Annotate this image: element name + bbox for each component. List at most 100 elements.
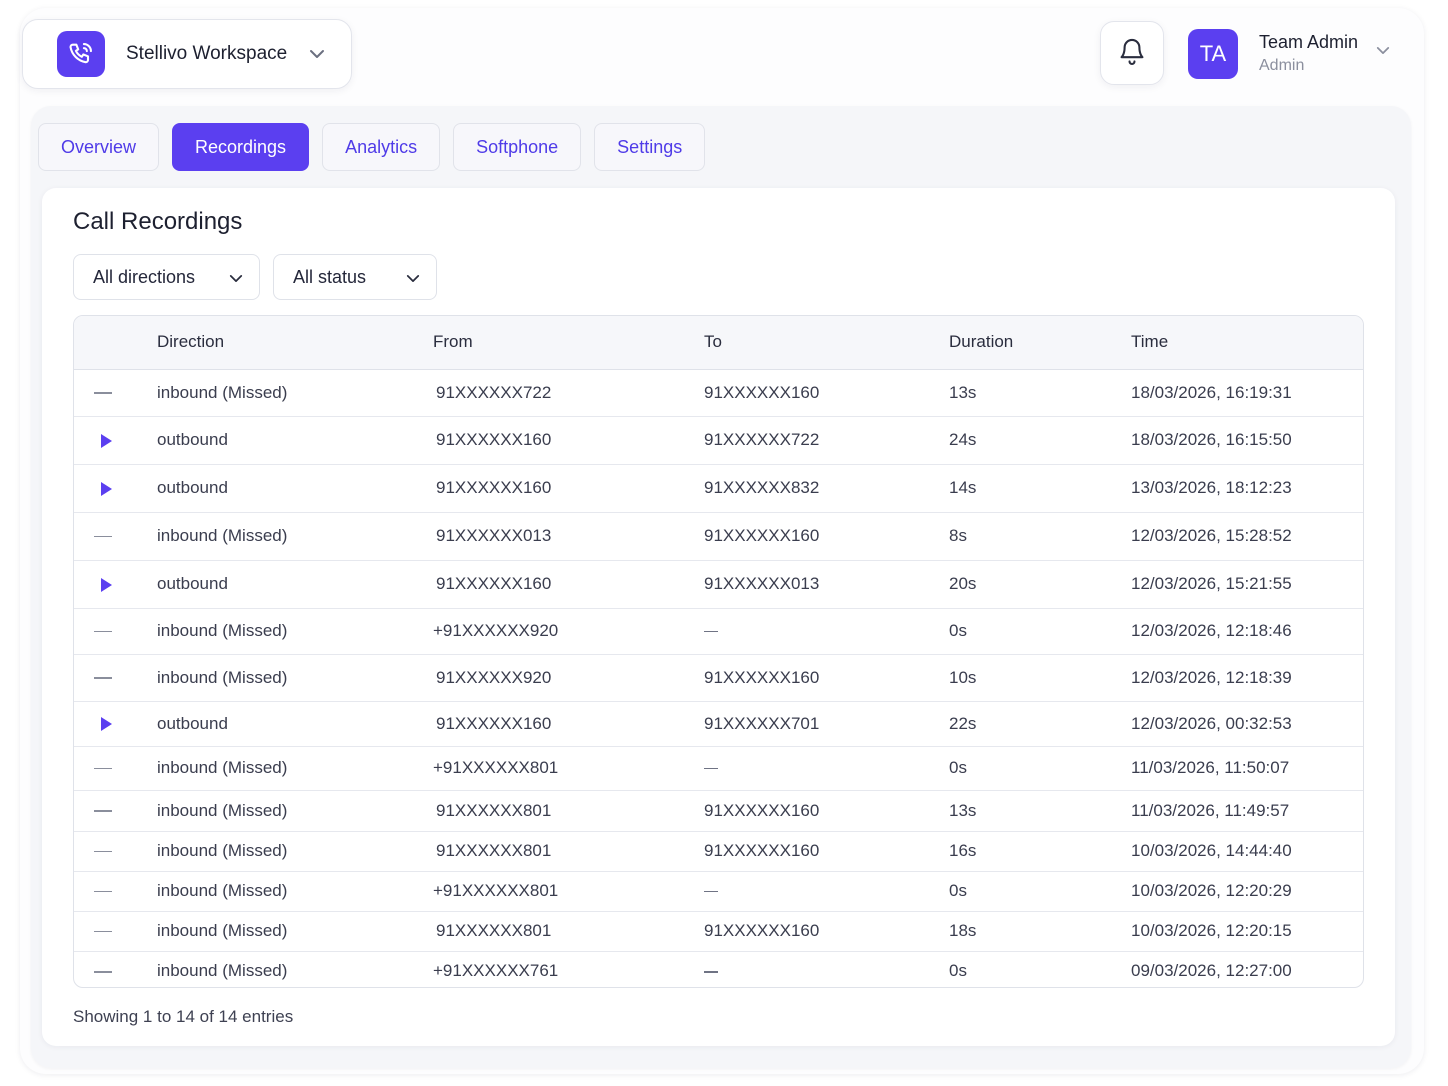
cell-direction: inbound (Missed) bbox=[157, 608, 433, 655]
column-header-direction[interactable]: Direction bbox=[157, 316, 433, 370]
dash-icon bbox=[94, 810, 112, 812]
table-row[interactable]: inbound (Missed) +91XXXXXX761 0s 09/03/2026… bbox=[74, 951, 1363, 987]
direction-filter-select[interactable]: All directions bbox=[73, 254, 260, 300]
dash-icon bbox=[94, 392, 112, 394]
cell-time: 10/03/2026, 12:20:29 bbox=[1131, 871, 1363, 912]
tab-overview[interactable]: Overview bbox=[38, 123, 160, 171]
column-header-duration[interactable]: Duration bbox=[949, 316, 1131, 370]
tab-bar: Overview Recordings Analytics Softphone … bbox=[38, 123, 718, 171]
play-icon[interactable] bbox=[101, 481, 112, 496]
tab-softphone[interactable]: Softphone bbox=[453, 123, 582, 171]
notifications-button[interactable] bbox=[1100, 21, 1164, 85]
cell-direction: outbound bbox=[157, 701, 433, 747]
cell-to: 91XXXXXX832 bbox=[704, 464, 949, 513]
dash-icon bbox=[94, 677, 112, 679]
dash-icon bbox=[94, 850, 112, 853]
cell-time: 10/03/2026, 14:44:40 bbox=[1131, 831, 1363, 872]
column-header-to[interactable]: To bbox=[704, 316, 949, 370]
status-filter-select[interactable]: All status bbox=[273, 254, 437, 300]
play-icon[interactable] bbox=[101, 717, 112, 732]
cell-time: 12/03/2026, 15:21:55 bbox=[1131, 560, 1363, 609]
dash-icon bbox=[94, 767, 112, 770]
cell-time: 11/03/2026, 11:50:07 bbox=[1131, 746, 1363, 791]
cell-duration: 22s bbox=[949, 701, 1131, 747]
cell-duration: 8s bbox=[949, 512, 1131, 561]
cell-from: 91XXXXXX801 bbox=[433, 911, 704, 952]
cell-duration: 13s bbox=[949, 369, 1131, 417]
cell-from: 91XXXXXX160 bbox=[433, 701, 704, 747]
table-row[interactable]: outbound 91XXXXXX160 91XXXXXX013 20s 12/03/2… bbox=[74, 560, 1363, 609]
table-row[interactable]: inbound (Missed) 91XXXXXX722 91XXXXXX160 13… bbox=[74, 369, 1363, 417]
cell-from: 91XXXXXX920 bbox=[433, 654, 704, 702]
tab-analytics[interactable]: Analytics bbox=[322, 123, 441, 171]
table-row[interactable]: inbound (Missed) +91XXXXXX920 0s 12/03/2026… bbox=[74, 608, 1363, 655]
cell-direction: inbound (Missed) bbox=[157, 369, 433, 417]
cell-duration: 0s bbox=[949, 961, 967, 981]
cell-to: 91XXXXXX160 bbox=[704, 512, 949, 561]
table-row[interactable]: outbound 91XXXXXX160 91XXXXXX722 24s 18/03/2… bbox=[74, 416, 1363, 465]
dash-icon bbox=[94, 930, 112, 933]
cell-from: +91XXXXXX801 bbox=[433, 746, 704, 791]
tab-recordings[interactable]: Recordings bbox=[172, 123, 310, 171]
table-row[interactable]: outbound 91XXXXXX160 91XXXXXX832 14s 13/03/2… bbox=[74, 464, 1363, 513]
bell-icon bbox=[1117, 35, 1147, 72]
table-row[interactable]: inbound (Missed) 91XXXXXX801 91XXXXXX160 18… bbox=[74, 911, 1363, 952]
status-filter-value: All status bbox=[293, 266, 367, 287]
table-row[interactable]: inbound (Missed) 91XXXXXX801 91XXXXXX160 16… bbox=[74, 831, 1363, 872]
cell-direction: outbound bbox=[157, 416, 433, 465]
cell-direction: inbound (Missed) bbox=[157, 512, 433, 561]
cell-time: 18/03/2026, 16:15:50 bbox=[1131, 416, 1363, 465]
user-role: Admin bbox=[1259, 57, 1305, 74]
cell-direction: inbound (Missed) bbox=[157, 831, 433, 872]
direction-filter-value: All directions bbox=[93, 266, 196, 287]
cell-direction: inbound (Missed) bbox=[157, 790, 433, 832]
column-header-from[interactable]: From bbox=[433, 316, 704, 370]
cell-from: +91XXXXXX761 bbox=[433, 961, 559, 981]
cell-time: 10/03/2026, 12:20:15 bbox=[1131, 911, 1363, 952]
recordings-table: Direction From To Duration Time inbound … bbox=[73, 315, 1364, 988]
cell-to: 91XXXXXX160 bbox=[704, 790, 949, 832]
table-row[interactable]: inbound (Missed) 91XXXXXX013 91XXXXXX160 8s… bbox=[74, 512, 1363, 561]
cell-to: 91XXXXXX013 bbox=[704, 560, 949, 609]
cell-to: 91XXXXXX722 bbox=[704, 416, 949, 465]
row-icon-cell[interactable] bbox=[74, 560, 157, 609]
cell-time: 18/03/2026, 16:19:31 bbox=[1131, 369, 1363, 417]
cell-time: 12/03/2026, 15:28:52 bbox=[1131, 512, 1363, 561]
table-row[interactable]: inbound (Missed) +91XXXXXX801 0s 11/03/2026… bbox=[74, 746, 1363, 791]
table-row[interactable]: inbound (Missed) +91XXXXXX801 0s 10/03/2026… bbox=[74, 871, 1363, 912]
table-header-row: Direction From To Duration Time bbox=[74, 316, 1363, 370]
column-header-icon bbox=[74, 316, 157, 370]
cell-to bbox=[704, 608, 949, 655]
table-row[interactable]: inbound (Missed) 91XXXXXX801 91XXXXXX160 13… bbox=[74, 790, 1363, 832]
cell-time: 09/03/2026, 12:27:00 bbox=[1131, 961, 1292, 981]
cell-time: 11/03/2026, 11:49:57 bbox=[1131, 790, 1363, 832]
table-row[interactable]: inbound (Missed) 91XXXXXX920 91XXXXXX160 10… bbox=[74, 654, 1363, 702]
cell-to bbox=[704, 746, 949, 791]
cell-direction: inbound (Missed) bbox=[157, 746, 433, 791]
dash-icon bbox=[94, 630, 112, 633]
row-icon-cell bbox=[74, 654, 157, 702]
row-icon-cell[interactable] bbox=[74, 416, 157, 465]
play-icon[interactable] bbox=[101, 433, 112, 448]
workspace-switcher[interactable]: Stellivo Workspace bbox=[22, 19, 352, 89]
empty-value-dash bbox=[704, 767, 718, 770]
user-menu[interactable]: TA Team Admin Admin bbox=[1188, 29, 1408, 79]
row-icon-cell bbox=[74, 911, 157, 952]
tab-settings[interactable]: Settings bbox=[594, 123, 706, 171]
cell-to: 91XXXXXX701 bbox=[704, 701, 949, 747]
cell-from: 91XXXXXX801 bbox=[433, 790, 704, 832]
row-icon-cell bbox=[74, 951, 157, 987]
cell-to: 91XXXXXX160 bbox=[704, 369, 949, 417]
column-header-time[interactable]: Time bbox=[1131, 316, 1363, 370]
cell-from: +91XXXXXX920 bbox=[433, 608, 704, 655]
cell-time: 12/03/2026, 00:32:53 bbox=[1131, 701, 1363, 747]
cell-to: 91XXXXXX160 bbox=[704, 911, 949, 952]
chevron-down-icon bbox=[406, 267, 420, 288]
cell-duration: 10s bbox=[949, 654, 1131, 702]
row-icon-cell[interactable] bbox=[74, 464, 157, 513]
table-row[interactable]: outbound 91XXXXXX160 91XXXXXX701 22s 12/03/2… bbox=[74, 701, 1363, 747]
cell-duration: 20s bbox=[949, 560, 1131, 609]
cell-from: +91XXXXXX801 bbox=[433, 871, 704, 912]
play-icon[interactable] bbox=[101, 577, 112, 592]
row-icon-cell[interactable] bbox=[74, 701, 157, 747]
